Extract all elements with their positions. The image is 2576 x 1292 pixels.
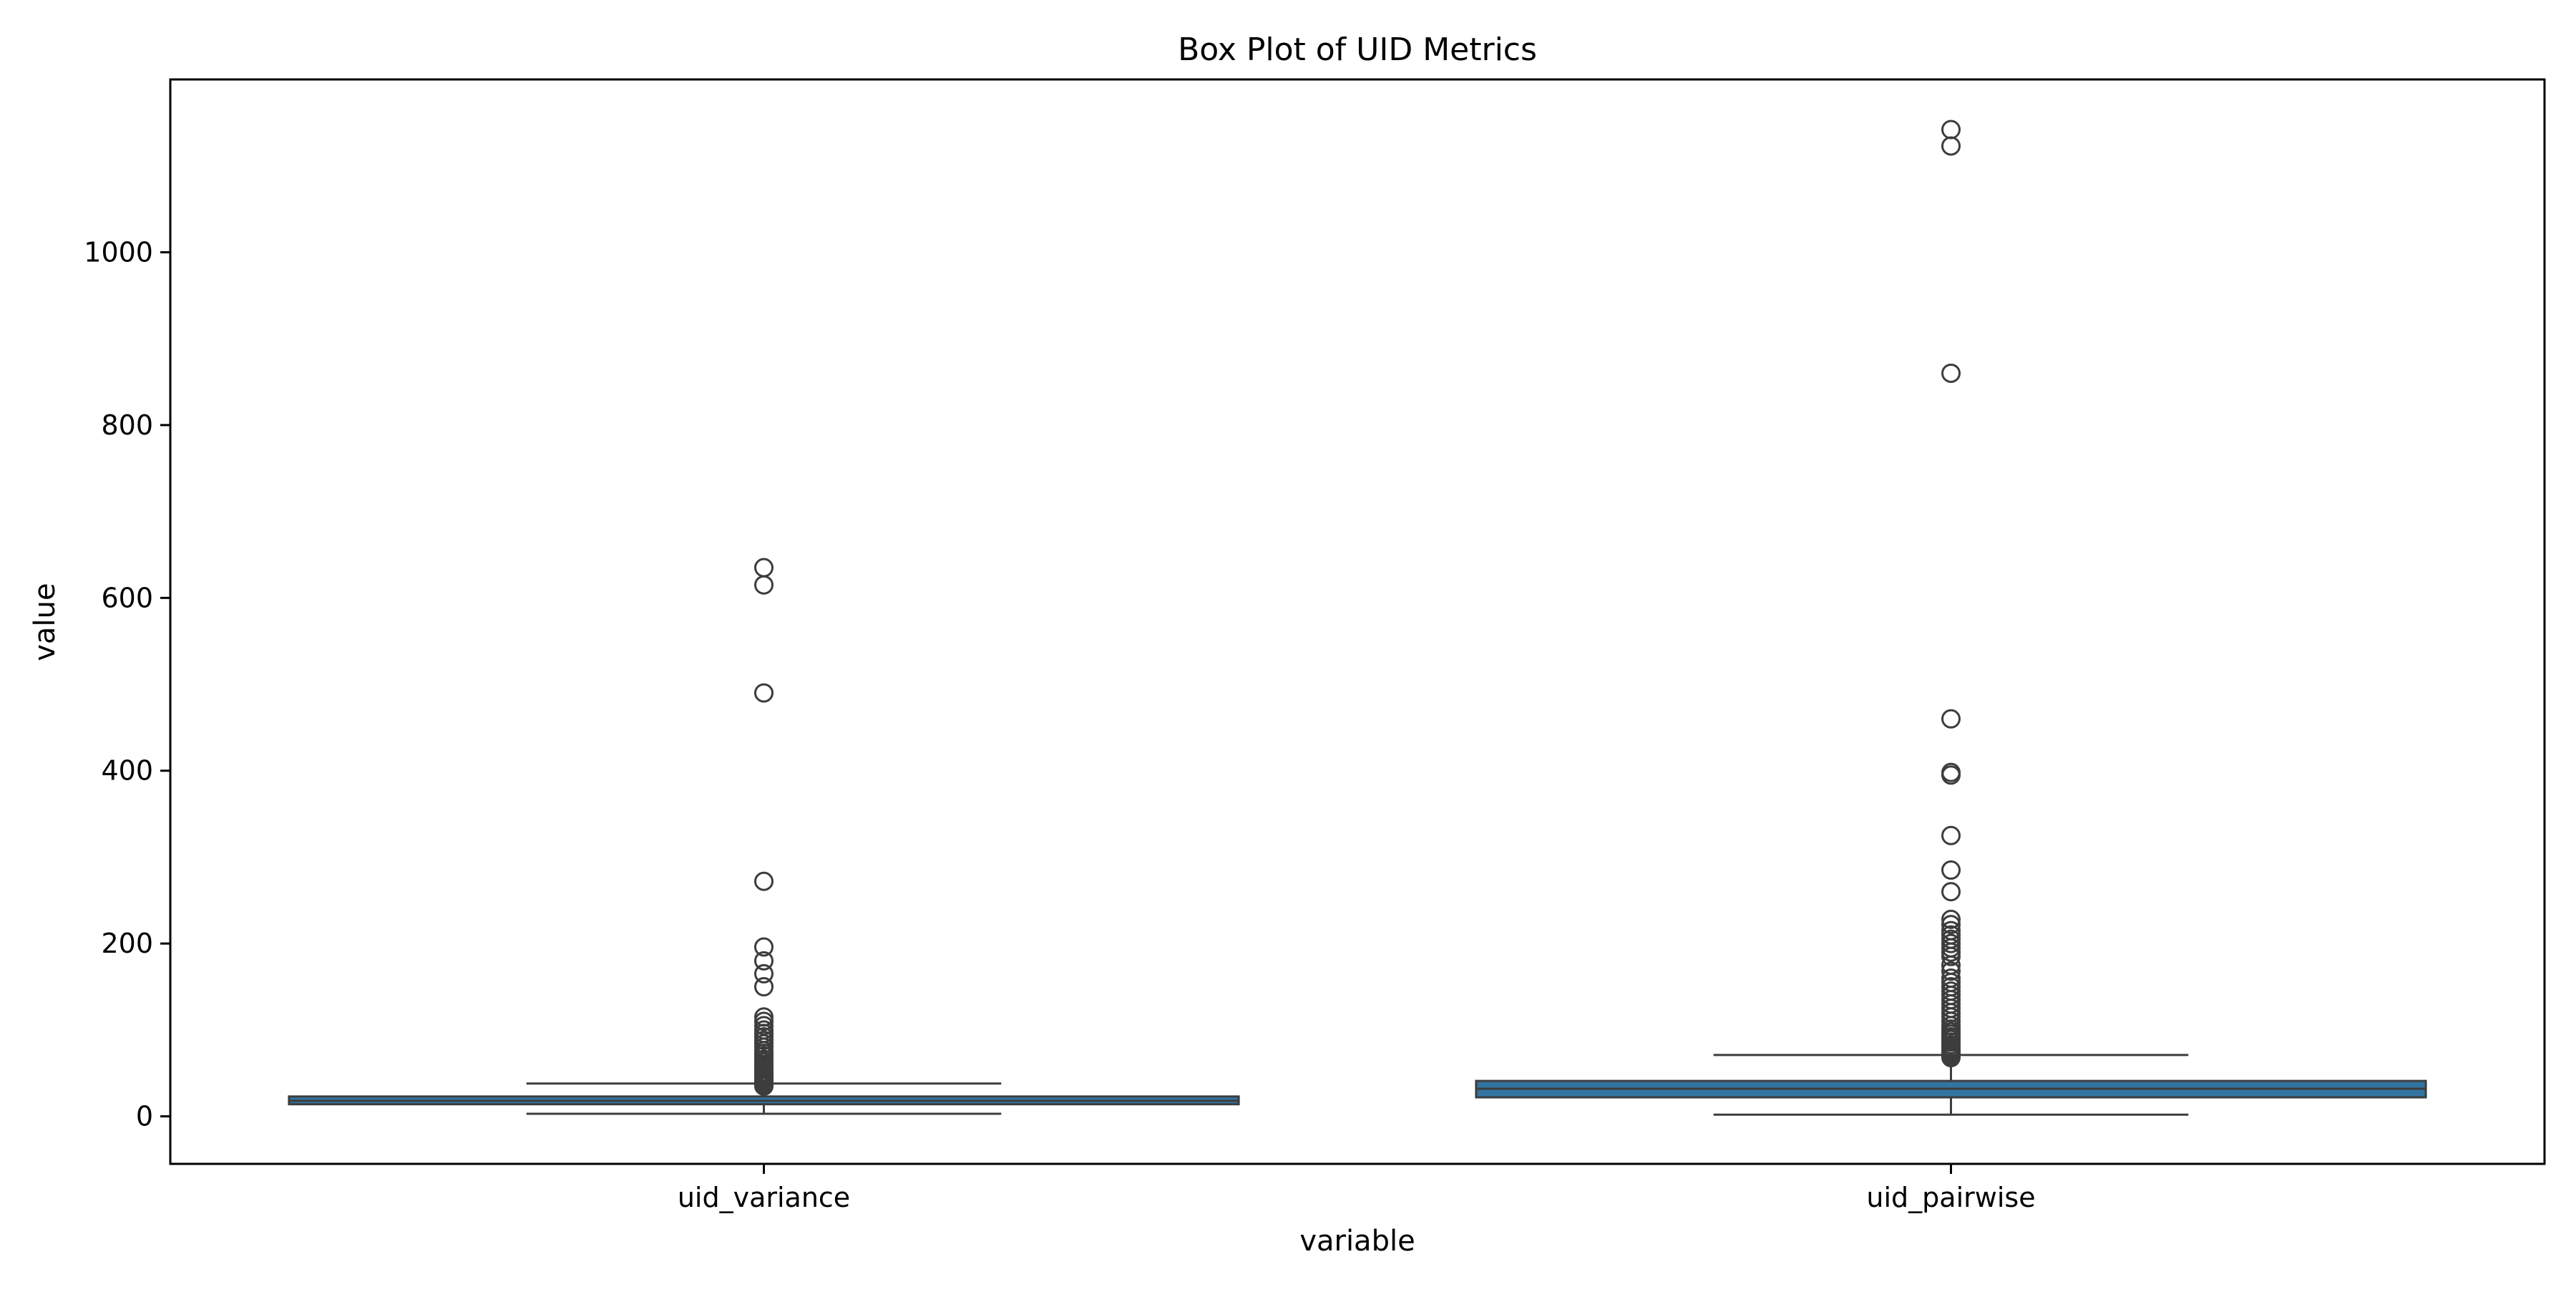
outlier-point [1941, 968, 1961, 988]
plot-frame [169, 78, 2546, 1165]
outlier-point [754, 558, 774, 578]
y-tick-label: 200 [101, 928, 153, 959]
x-tick-label: uid_pairwise [1866, 1182, 2035, 1213]
x-axis-label: variable [1299, 1225, 1415, 1258]
outlier-point [1941, 961, 1961, 981]
outlier-point [1941, 825, 1961, 845]
outlier-point [754, 951, 774, 971]
y-tick-label: 800 [101, 409, 153, 441]
outlier-point [1941, 120, 1961, 140]
outlier-point [754, 575, 774, 595]
outlier-point [1941, 909, 1961, 929]
y-tick-label: 400 [101, 755, 153, 787]
y-tick-label: 600 [101, 582, 153, 613]
outlier-point [1941, 882, 1961, 902]
outlier-point [1941, 921, 1961, 941]
outlier-point [754, 871, 774, 891]
outlier-point [1941, 915, 1961, 935]
outlier-point [1941, 762, 1961, 782]
outlier-point [754, 977, 774, 997]
outlier-point [1941, 136, 1961, 156]
y-tick-label: 0 [136, 1101, 153, 1132]
x-tick-label: uid_variance [678, 1182, 850, 1213]
y-tick-label: 1000 [84, 236, 153, 268]
outlier-point [1941, 709, 1961, 729]
outlier-point [754, 937, 774, 957]
outlier-point [754, 683, 774, 703]
chart-title: Box Plot of UID Metrics [1178, 31, 1537, 68]
outlier-point [1941, 363, 1961, 383]
y-axis-label: value [29, 583, 62, 661]
outlier-point [754, 1007, 774, 1027]
outlier-point [1941, 860, 1961, 880]
outlier-point [754, 963, 774, 983]
